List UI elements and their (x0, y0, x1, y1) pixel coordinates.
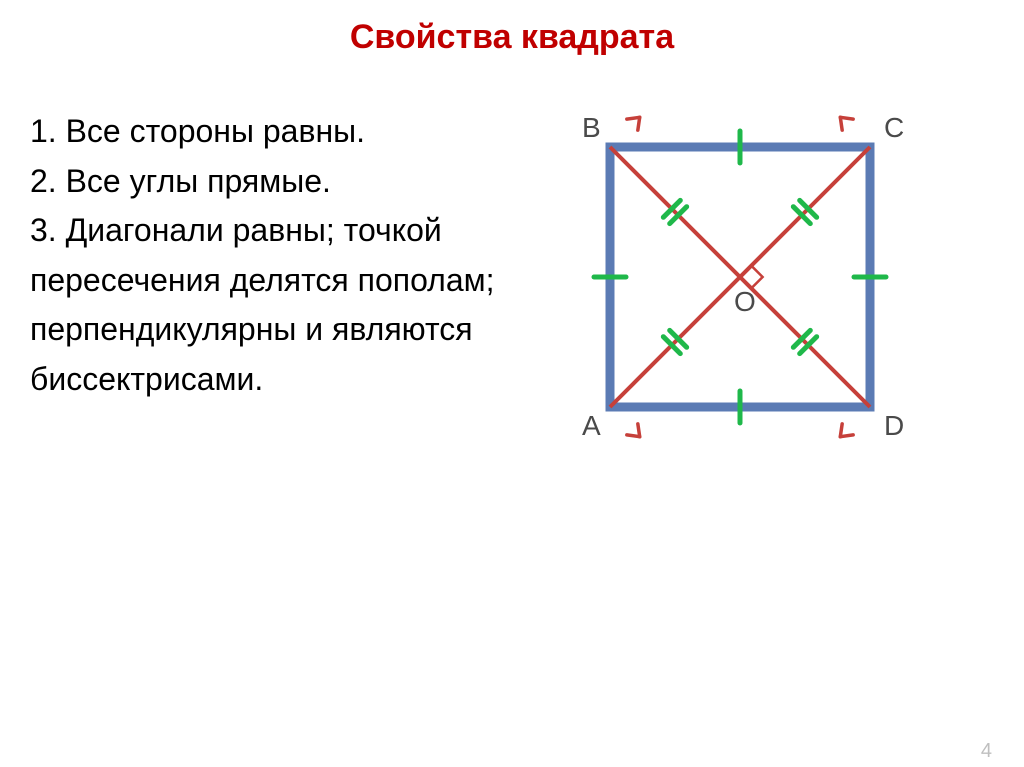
property-line: 3. Диагонали равны; точкой пересечения д… (30, 206, 510, 404)
vertex-label-D: D (884, 410, 904, 441)
vertex-label-O: O (734, 286, 756, 317)
content-row: 1. Все стороны равны. 2. Все углы прямые… (0, 107, 1024, 467)
vertex-label-A: A (582, 410, 601, 441)
vertex-label-C: C (884, 112, 904, 143)
page-title: Свойства квадрата (0, 18, 1024, 57)
page-number: 4 (981, 740, 992, 763)
property-line: 2. Все углы прямые. (30, 157, 510, 207)
vertex-label-B: B (582, 112, 601, 143)
diagram-column: A B C D O (510, 107, 994, 467)
properties-list: 1. Все стороны равны. 2. Все углы прямые… (30, 107, 510, 405)
property-line: 1. Все стороны равны. (30, 107, 510, 157)
square-diagram: A B C D O (550, 107, 910, 467)
